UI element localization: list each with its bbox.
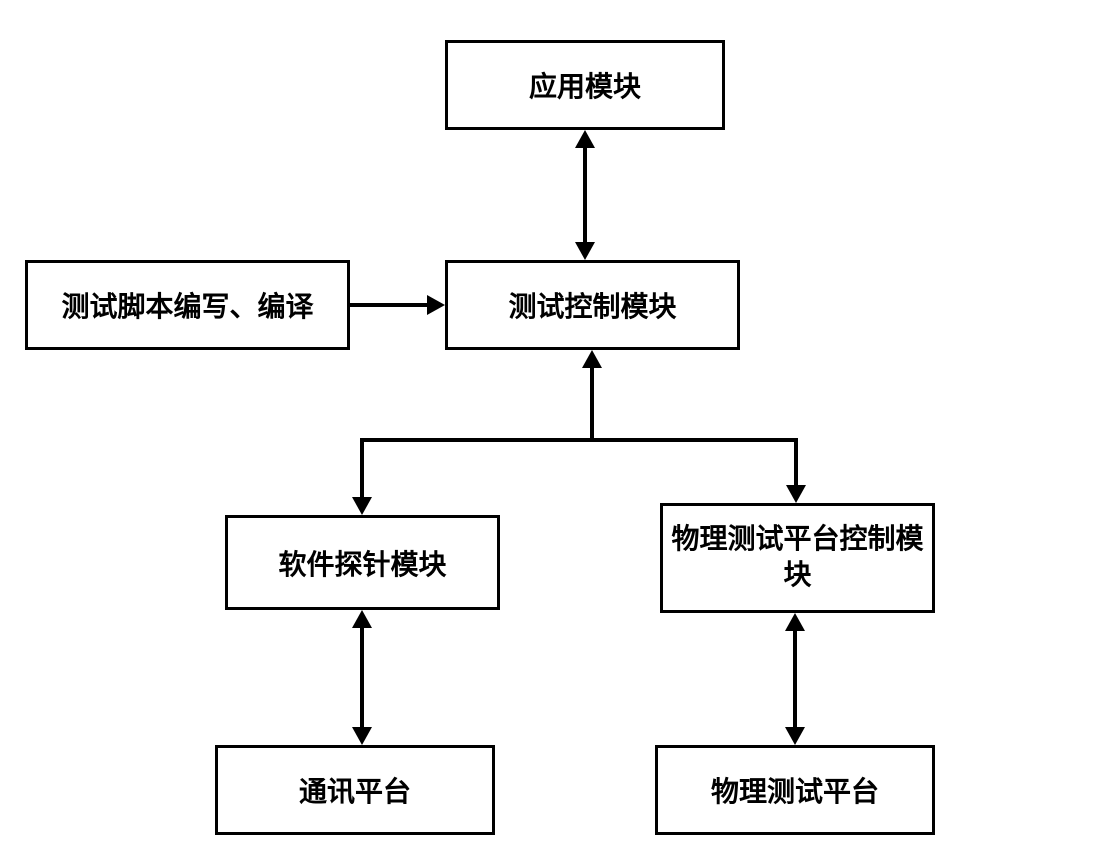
arrowhead-icon xyxy=(582,350,602,368)
edge-line xyxy=(360,628,364,727)
edge-line xyxy=(794,438,798,485)
node-phys-platform-ctrl: 物理测试平台控制模块 xyxy=(660,503,935,613)
edge-line xyxy=(590,368,594,438)
node-label: 通讯平台 xyxy=(299,770,411,810)
node-label: 物理测试平台控制模块 xyxy=(663,522,932,595)
arrowhead-icon xyxy=(352,610,372,628)
node-label: 测试脚本编写、编译 xyxy=(61,285,313,325)
edge-line xyxy=(360,438,798,442)
edge-line xyxy=(583,148,587,242)
arrowhead-icon xyxy=(352,727,372,745)
arrowhead-icon xyxy=(575,242,595,260)
arrowhead-icon xyxy=(575,130,595,148)
arrowhead-icon xyxy=(427,295,445,315)
arrowhead-icon xyxy=(352,497,372,515)
node-phys-platform: 物理测试平台 xyxy=(655,745,935,835)
arrowhead-icon xyxy=(785,727,805,745)
edge-line xyxy=(350,303,427,307)
node-test-control: 测试控制模块 xyxy=(445,260,740,350)
node-label: 软件探针模块 xyxy=(278,543,446,583)
edge-line xyxy=(793,631,797,727)
node-script-compile: 测试脚本编写、编译 xyxy=(25,260,350,350)
arrowhead-icon xyxy=(785,613,805,631)
node-label: 测试控制模块 xyxy=(508,285,676,325)
node-label: 应用模块 xyxy=(529,65,641,105)
node-sw-probe: 软件探针模块 xyxy=(225,515,500,610)
edge-line xyxy=(360,438,364,497)
node-comm-platform: 通讯平台 xyxy=(215,745,495,835)
node-app-module: 应用模块 xyxy=(445,40,725,130)
node-label: 物理测试平台 xyxy=(711,770,879,810)
arrowhead-icon xyxy=(786,485,806,503)
